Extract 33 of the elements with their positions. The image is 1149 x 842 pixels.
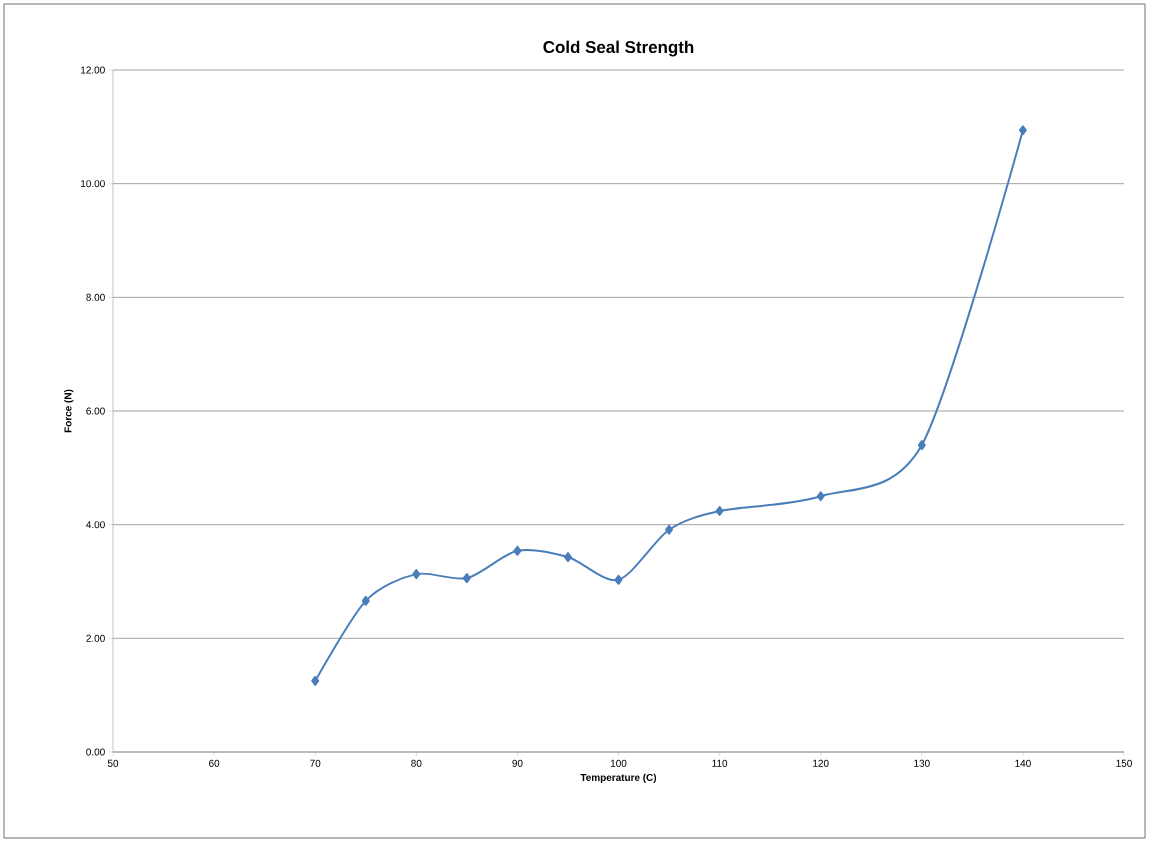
x-tick-label: 60 [209,759,220,767]
x-tick-label: 110 [712,759,728,767]
point [665,524,674,535]
y-tick-label: 6.00 [86,407,105,415]
y-tick-label: 8.00 [86,293,105,301]
x-axis-title: Temperature (C) [580,773,657,783]
y-tick-label: 10.00 [81,180,105,188]
point [412,569,421,580]
point [715,506,724,517]
x-tick-label: 80 [411,759,422,767]
point [1018,125,1027,136]
x-tick-label: 50 [107,759,119,767]
y-axis-title: Force (N) [64,389,74,433]
y-tick-label: 12.00 [81,66,105,74]
x-tick-label: 70 [310,759,321,767]
x-tick-label: 150 [1116,759,1132,767]
y-tick-label: 2.00 [86,634,105,642]
x-tick-label: 90 [512,759,523,767]
y-tick-label: 0.00 [86,748,105,756]
x-tick-label: 130 [914,759,930,767]
point [917,440,926,451]
chart-title: Cold Seal Strength [543,40,694,57]
point [311,675,320,686]
point [563,552,572,563]
x-tick-label: 140 [1015,759,1031,767]
point [816,491,825,502]
point [513,545,522,556]
x-tick-label: 100 [610,759,627,767]
x-tick-label: 120 [813,759,829,767]
point [614,574,623,585]
point [462,573,471,584]
point [361,595,370,606]
y-tick-label: 4.00 [86,521,105,529]
